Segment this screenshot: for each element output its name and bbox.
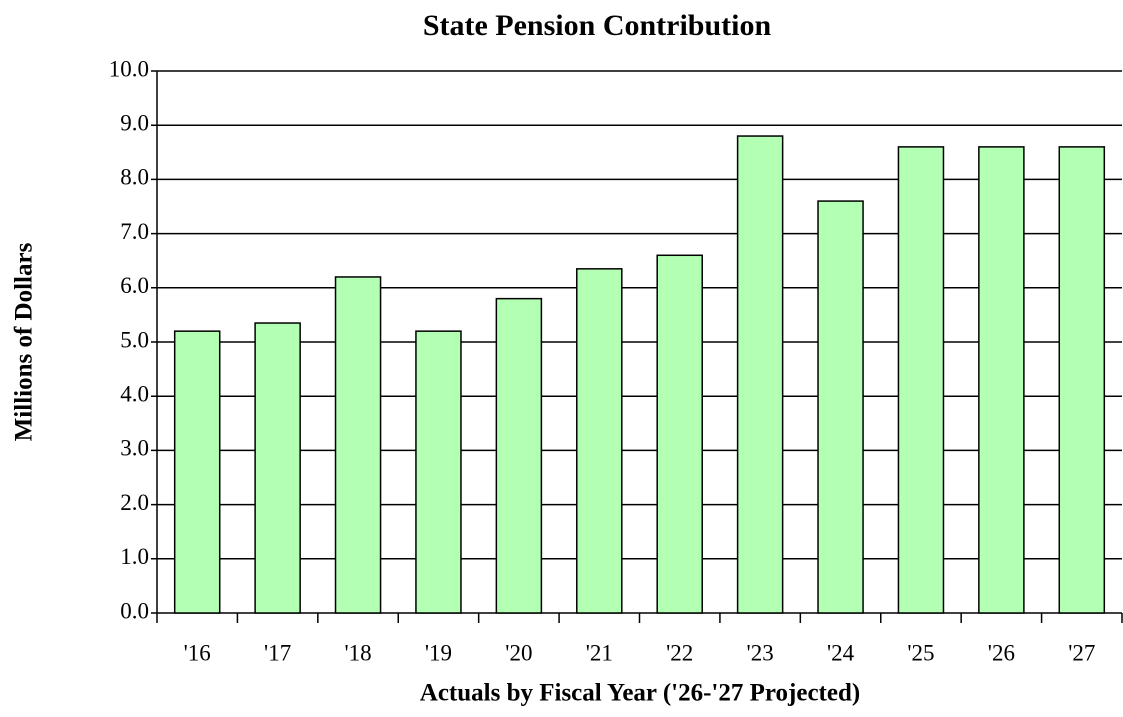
x-tick-label: '25 <box>907 640 934 665</box>
bar <box>656 254 703 614</box>
x-axis-label: Actuals by Fiscal Year ('26-'27 Projecte… <box>420 680 860 707</box>
bar <box>736 135 784 614</box>
y-tick-label: 2.0 <box>120 490 149 515</box>
bar <box>897 146 945 614</box>
x-tick-label: '23 <box>747 640 774 665</box>
y-axis-label: Millions of Dollars <box>11 242 38 441</box>
bar <box>576 268 623 614</box>
x-tick-label: '17 <box>264 640 291 665</box>
chart-title: State Pension Contribution <box>423 9 772 42</box>
bar <box>334 276 382 614</box>
x-tick-label: '22 <box>666 640 693 665</box>
y-tick-label: 1.0 <box>120 544 149 569</box>
y-tick-label: 3.0 <box>120 436 149 461</box>
x-tick-label: '21 <box>586 640 613 665</box>
y-tick-label: 8.0 <box>120 165 149 190</box>
x-tick-label: '24 <box>827 640 855 665</box>
x-tick-label: '18 <box>344 640 371 665</box>
y-tick-label: 7.0 <box>120 219 149 244</box>
y-tick-label: 6.0 <box>120 273 149 298</box>
bar <box>495 297 543 614</box>
y-tick-label: 9.0 <box>120 110 149 135</box>
x-tick-label: '20 <box>505 640 532 665</box>
bar <box>817 200 864 614</box>
bar <box>254 322 301 614</box>
bar <box>978 146 1025 614</box>
x-tick-label: '27 <box>1068 640 1095 665</box>
y-tick-label: 10.0 <box>109 56 149 81</box>
y-tick-label: 4.0 <box>120 381 149 406</box>
bar <box>1058 146 1106 614</box>
x-tick-label: '26 <box>988 640 1015 665</box>
y-tick-label: 0.0 <box>120 598 149 623</box>
y-tick-label: 5.0 <box>120 327 149 352</box>
x-tick-label: '19 <box>425 640 452 665</box>
bar <box>415 330 462 614</box>
bar <box>173 330 221 614</box>
x-tick-label: '16 <box>184 640 211 665</box>
